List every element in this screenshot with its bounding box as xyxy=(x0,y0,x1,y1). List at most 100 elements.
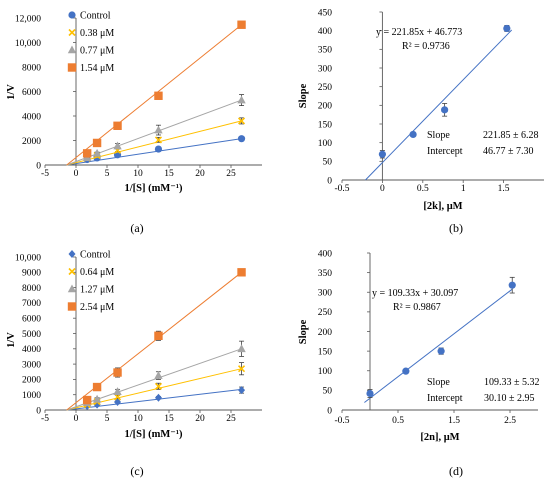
data-point xyxy=(154,371,163,379)
legend: Control 0.64 μM 1.27 μM 2.54 μM xyxy=(67,250,114,313)
data-point xyxy=(113,121,122,130)
data-point xyxy=(68,250,76,258)
data-point xyxy=(378,150,386,158)
x-tick-label: -0.5 xyxy=(334,416,349,426)
x-tick-label: 25 xyxy=(226,414,236,424)
panel-b: -0.5 0 0.5 1 1.5050100150200250300350400450[… xyxy=(298,8,544,235)
y-tick-label: 150 xyxy=(318,120,333,130)
series xyxy=(66,362,246,411)
axes: -5 0 5 10 15 20 250100020003000400050006000700… xyxy=(15,253,262,424)
data-point xyxy=(67,302,77,311)
data-point xyxy=(441,106,449,114)
y-tick-label: 50 xyxy=(323,387,333,397)
trend-line xyxy=(365,29,513,181)
data-point xyxy=(154,136,163,144)
x-tick-label: 2.5 xyxy=(504,416,516,426)
y-tick-label: 250 xyxy=(318,308,333,318)
data-point xyxy=(154,91,163,100)
data-point xyxy=(92,148,102,157)
data-point xyxy=(67,284,77,293)
legend-label: Control xyxy=(80,250,111,261)
data-point xyxy=(238,386,246,395)
x-tick-label: 0.5 xyxy=(392,416,404,426)
slope-label: Slope xyxy=(427,130,450,141)
slope-value: 221.85 ± 6.28 xyxy=(483,130,539,141)
y-tick-label: 250 xyxy=(318,83,333,93)
y-tick-label: 150 xyxy=(318,347,333,357)
y-tick-label: 3000 xyxy=(22,360,41,370)
x-tick-label: 20 xyxy=(195,169,205,179)
y-tick-label: 4000 xyxy=(22,112,41,122)
x-tick-label: 0 xyxy=(74,414,79,424)
data-point xyxy=(237,117,246,125)
x-tick-label: 15 xyxy=(164,169,174,179)
x-tick-label: 5 xyxy=(105,169,110,179)
data-point xyxy=(114,398,122,407)
x-tick-label: 10 xyxy=(133,414,143,424)
data-point xyxy=(237,95,246,104)
intercept-label: Intercept xyxy=(427,146,463,157)
y-axis-label: 1/V xyxy=(6,84,17,100)
data-point xyxy=(154,331,163,340)
legend-label: Control xyxy=(80,11,111,22)
y-tick-label: 100 xyxy=(318,367,333,377)
y-tick-label: 8000 xyxy=(22,63,41,73)
y-tick-label: 6000 xyxy=(22,88,41,98)
x-tick-label: 20 xyxy=(195,414,205,424)
data-point xyxy=(113,393,122,401)
slope-label: Slope xyxy=(427,377,450,388)
data-point xyxy=(82,149,92,158)
data-point xyxy=(92,394,102,403)
x-tick-label: 5 xyxy=(105,414,110,424)
y-tick-label: 0 xyxy=(36,406,41,416)
y-tick-label: 350 xyxy=(318,269,333,279)
data-point xyxy=(237,365,246,373)
panel-caption: (d) xyxy=(449,464,463,478)
series xyxy=(364,276,516,403)
legend-label: 1.27 μM xyxy=(80,285,114,296)
y-tick-label: 0 xyxy=(327,406,332,416)
axes: -0.5 0.5 1.5 2.5 0 50 100 150 200 250 300 350 400 xyxy=(318,249,538,426)
y-tick-label: 400 xyxy=(318,27,333,37)
data-point xyxy=(154,382,163,390)
data-point xyxy=(508,281,516,289)
trend-line xyxy=(66,348,242,411)
x-tick-label: -5 xyxy=(41,414,49,424)
x-axis-label: [2k], μM xyxy=(423,201,462,212)
data-point xyxy=(92,382,102,392)
y-tick-label: 300 xyxy=(318,64,333,74)
slope-value: 109.33 ± 5.32 xyxy=(484,377,540,388)
series xyxy=(66,20,246,166)
y-tick-label: 8000 xyxy=(22,284,41,294)
y-tick-label: 200 xyxy=(318,102,333,112)
series xyxy=(66,94,246,166)
y-tick-label: 5000 xyxy=(22,330,41,340)
panel-d: -0.5 0.5 1.5 2.5 0 50 100 150 200 250 300 350 400 [2n… xyxy=(298,249,540,478)
legend-label: 0.38 μM xyxy=(80,28,114,39)
x-tick-label: 0 xyxy=(74,169,79,179)
axes: -5 0 5 10 15 20 250200040006000800010,00012,00… xyxy=(15,14,262,179)
series xyxy=(365,24,513,181)
data-point xyxy=(113,141,122,150)
y-tick-label: 450 xyxy=(318,8,333,18)
y-tick-label: 350 xyxy=(318,46,333,56)
x-tick-label: 10 xyxy=(133,169,143,179)
x-tick-label: 1.5 xyxy=(448,416,460,426)
data-point xyxy=(68,11,76,19)
y-tick-label: 2000 xyxy=(22,137,41,147)
data-point xyxy=(154,145,163,153)
y-tick-label: 4000 xyxy=(22,345,41,355)
x-tick-label: 0.5 xyxy=(417,184,429,194)
x-axis-label: [2n], μM xyxy=(420,432,459,443)
data-point xyxy=(92,138,102,148)
data-point xyxy=(68,267,76,276)
y-tick-label: 7000 xyxy=(22,299,41,309)
y-tick-label: 50 xyxy=(323,158,333,168)
data-point xyxy=(82,395,92,405)
legend-label: 1.54 μM xyxy=(80,63,114,74)
y-axis-label: 1/V xyxy=(6,332,17,348)
data-point xyxy=(68,28,76,37)
x-axis-label: 1/[S] (mM⁻¹) xyxy=(125,429,183,440)
intercept-value: 46.77 ± 7.30 xyxy=(483,146,534,157)
